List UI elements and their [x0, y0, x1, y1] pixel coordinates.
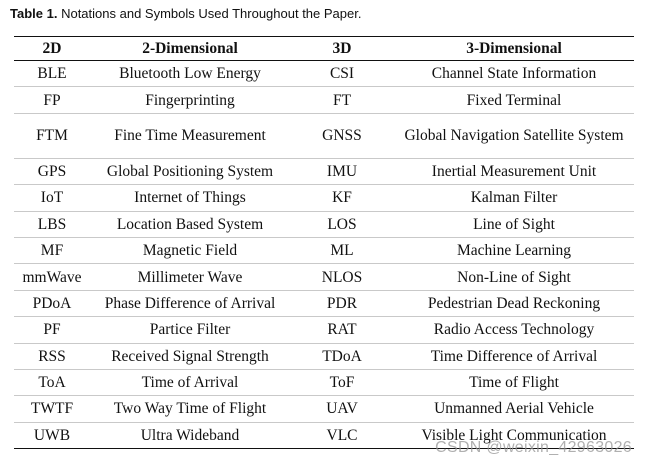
table-row: FTM Fine Time Measurement GNSS Global Na… [14, 113, 634, 159]
table-row: RSS Received Signal Strength TDoA Time D… [14, 343, 634, 370]
abbrev-cell: RSS [14, 343, 90, 370]
table-row: IoT Internet of Things KF Kalman Filter [14, 184, 634, 212]
meaning-cell: Inertial Measurement Unit [394, 158, 634, 186]
table-row: ToA Time of Arrival ToF Time of Flight [14, 369, 634, 397]
meaning-cell: Fine Time Measurement [90, 113, 290, 159]
meaning-cell: Unmanned Aerial Vehicle [394, 395, 634, 423]
abbrev-cell: PDoA [14, 290, 90, 318]
meaning-cell: Ultra Wideband [90, 422, 290, 450]
table-row: mmWave Millimeter Wave NLOS Non-Line of … [14, 263, 634, 291]
abbrev-cell: PDR [290, 290, 394, 318]
meaning-cell: Fingerprinting [90, 86, 290, 114]
table-row: LBS Location Based System LOS Line of Si… [14, 211, 634, 238]
meaning-cell: Time of Arrival [90, 369, 290, 397]
table-row: FP Fingerprinting FT Fixed Terminal [14, 86, 634, 114]
table-header-row: 2D 2-Dimensional 3D 3-Dimensional [14, 36, 634, 61]
abbrev-cell: UAV [290, 395, 394, 423]
table-row: PF Partice Filter RAT Radio Access Techn… [14, 316, 634, 344]
abbrev-cell: GPS [14, 158, 90, 186]
meaning-cell: Fixed Terminal [394, 86, 634, 114]
meaning-cell: Channel State Information [394, 60, 634, 88]
abbrev-cell: KF [290, 184, 394, 212]
table-caption: Table 1. Notations and Symbols Used Thro… [10, 6, 361, 21]
table-caption-text: Notations and Symbols Used Throughout th… [61, 6, 362, 21]
abbrev-cell: VLC [290, 422, 394, 450]
meaning-cell: Pedestrian Dead Reckoning [394, 290, 634, 318]
abbrev-cell: FTM [14, 113, 90, 159]
notations-table: 2D 2-Dimensional 3D 3-Dimensional BLE Bl… [14, 36, 634, 450]
header-abbrev-3d: 3D [290, 36, 394, 61]
meaning-cell: Global Navigation Satellite System [394, 113, 634, 159]
abbrev-cell: MF [14, 237, 90, 265]
meaning-cell: Bluetooth Low Energy [90, 60, 290, 88]
abbrev-cell: ML [290, 237, 394, 265]
abbrev-cell: ToA [14, 369, 90, 397]
abbrev-cell: IMU [290, 158, 394, 186]
table-caption-label: Table 1. [10, 6, 58, 21]
table-row: MF Magnetic Field ML Machine Learning [14, 237, 634, 265]
meaning-cell: Non-Line of Sight [394, 263, 634, 291]
meaning-cell: Millimeter Wave [90, 263, 290, 291]
header-meaning-3d: 3-Dimensional [394, 36, 634, 61]
abbrev-cell: FP [14, 86, 90, 114]
meaning-cell: Magnetic Field [90, 237, 290, 265]
meaning-cell: Global Positioning System [90, 158, 290, 186]
meaning-cell: Machine Learning [394, 237, 634, 265]
abbrev-cell: LOS [290, 211, 394, 238]
header-abbrev-2d: 2D [14, 36, 90, 61]
abbrev-cell: PF [14, 316, 90, 344]
abbrev-cell: FT [290, 86, 394, 114]
abbrev-cell: RAT [290, 316, 394, 344]
abbrev-cell: NLOS [290, 263, 394, 291]
meaning-cell: Two Way Time of Flight [90, 395, 290, 423]
meaning-cell: Internet of Things [90, 184, 290, 212]
table-row: UWB Ultra Wideband VLC Visible Light Com… [14, 422, 634, 450]
abbrev-cell: TWTF [14, 395, 90, 423]
meaning-cell: Time of Flight [394, 369, 634, 397]
meaning-cell: Phase Difference of Arrival [90, 290, 290, 318]
abbrev-cell: GNSS [290, 113, 394, 159]
meaning-cell: Kalman Filter [394, 184, 634, 212]
header-meaning-2d: 2-Dimensional [90, 36, 290, 61]
meaning-cell: Time Difference of Arrival [394, 343, 634, 370]
meaning-cell: Radio Access Technology [394, 316, 634, 344]
table-row: TWTF Two Way Time of Flight UAV Unmanned… [14, 395, 634, 423]
abbrev-cell: LBS [14, 211, 90, 238]
meaning-cell: Partice Filter [90, 316, 290, 344]
abbrev-cell: TDoA [290, 343, 394, 370]
table-row: BLE Bluetooth Low Energy CSI Channel Sta… [14, 60, 634, 88]
watermark-text: CSDN @weixin_42963026 [435, 439, 632, 456]
meaning-cell: Received Signal Strength [90, 343, 290, 370]
meaning-cell: Location Based System [90, 211, 290, 238]
abbrev-cell: BLE [14, 60, 90, 88]
abbrev-cell: ToF [290, 369, 394, 397]
meaning-cell: Line of Sight [394, 211, 634, 238]
abbrev-cell: UWB [14, 422, 90, 450]
table-row: GPS Global Positioning System IMU Inerti… [14, 158, 634, 186]
abbrev-cell: CSI [290, 60, 394, 88]
table-row: PDoA Phase Difference of Arrival PDR Ped… [14, 290, 634, 318]
abbrev-cell: mmWave [14, 263, 90, 291]
meaning-cell: Visible Light Communication [394, 422, 634, 450]
abbrev-cell: IoT [14, 184, 90, 212]
